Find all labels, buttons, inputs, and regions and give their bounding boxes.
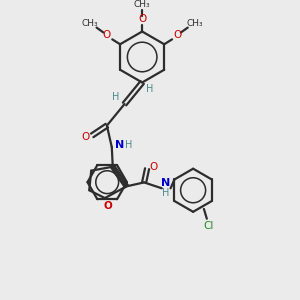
- Text: O: O: [102, 30, 110, 40]
- Text: O: O: [81, 132, 89, 142]
- Text: N: N: [161, 178, 170, 188]
- Text: Cl: Cl: [204, 220, 214, 231]
- Text: H: H: [162, 188, 169, 198]
- Text: CH₃: CH₃: [186, 19, 203, 28]
- Text: H: H: [125, 140, 132, 150]
- Text: N: N: [115, 140, 124, 150]
- Text: H: H: [112, 92, 119, 102]
- Text: O: O: [138, 14, 146, 24]
- Text: O: O: [174, 30, 182, 40]
- Text: CH₃: CH₃: [134, 0, 151, 9]
- Text: CH₃: CH₃: [81, 19, 98, 28]
- Text: O: O: [103, 201, 112, 211]
- Text: H: H: [146, 84, 154, 94]
- Text: O: O: [150, 162, 158, 172]
